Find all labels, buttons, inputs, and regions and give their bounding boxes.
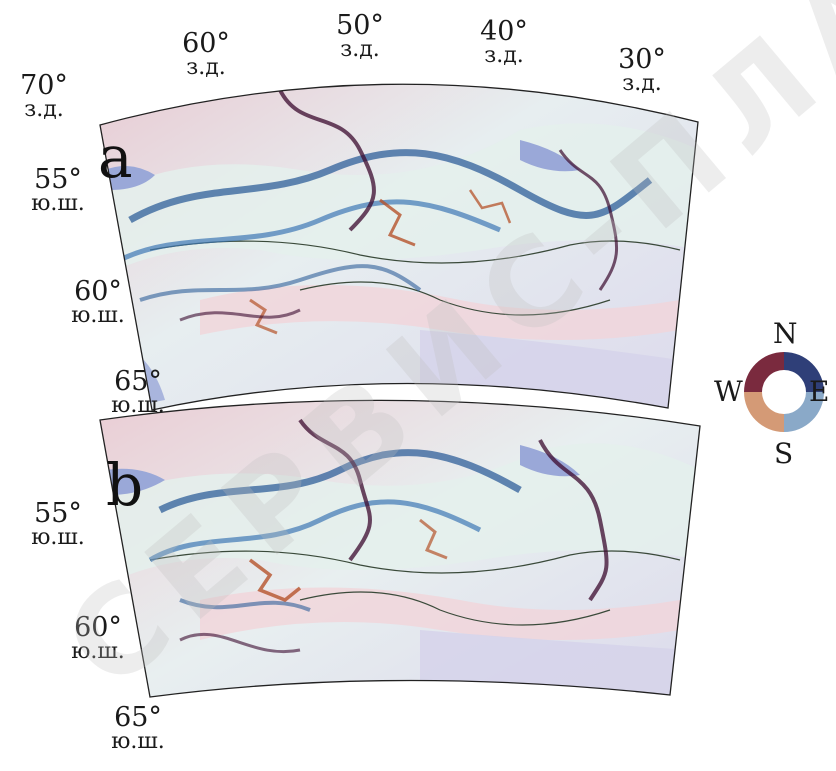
lat-label-b-65s: 65° ю.ш.	[111, 702, 165, 754]
lon-label-40w: 40° з.д.	[480, 16, 528, 68]
lat-label-a-65s: 65° ю.ш.	[111, 366, 165, 418]
panel-b-letter: b	[106, 451, 144, 519]
lon-label-60w: 60° з.д.	[182, 28, 230, 80]
lat-label-a-55s: 55° ю.ш.	[31, 164, 85, 216]
compass-west: W	[714, 375, 743, 408]
compass-south: S	[774, 437, 794, 470]
lat-label-b-60s: 60° ю.ш.	[71, 612, 125, 664]
compass-ring	[744, 352, 824, 432]
lat-label-b-55s: 55° ю.ш.	[31, 498, 85, 550]
lon-label-50w: 50° з.д.	[336, 10, 384, 62]
compass-east: E	[809, 375, 830, 408]
lat-label-a-60s: 60° ю.ш.	[71, 276, 125, 328]
compass-north: N	[773, 317, 798, 350]
panel-b-map	[100, 400, 700, 697]
panel-a-map	[100, 84, 698, 411]
panel-a-letter: a	[98, 123, 133, 191]
lon-label-30w: 30° з.д.	[618, 44, 666, 96]
lon-label-70w: 70° з.д.	[20, 70, 68, 122]
